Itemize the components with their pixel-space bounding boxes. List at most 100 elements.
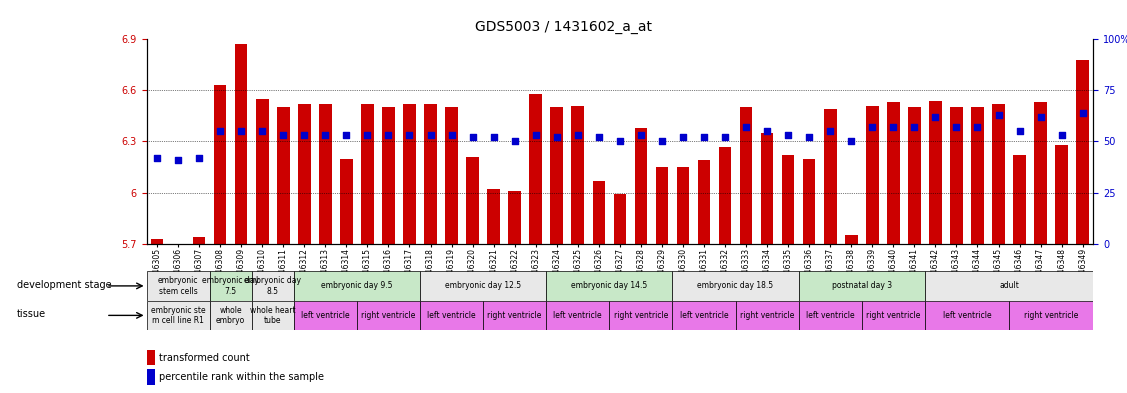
- Bar: [234, 44, 248, 244]
- Bar: [613, 194, 627, 244]
- Text: postnatal day 3: postnatal day 3: [832, 281, 891, 290]
- Point: [674, 134, 692, 141]
- Point: [317, 132, 335, 138]
- Bar: [929, 101, 942, 244]
- Text: right ventricle: right ventricle: [1024, 311, 1079, 320]
- Bar: [294, 301, 357, 330]
- Point: [190, 155, 208, 161]
- Bar: [487, 189, 500, 244]
- Bar: [676, 167, 690, 244]
- Point: [548, 134, 566, 141]
- Point: [611, 138, 629, 145]
- Bar: [420, 271, 547, 301]
- Point: [632, 132, 650, 138]
- Point: [926, 114, 944, 120]
- Bar: [298, 104, 311, 244]
- Bar: [357, 301, 420, 330]
- Text: left ventricle: left ventricle: [301, 311, 349, 320]
- Point: [485, 134, 503, 141]
- Point: [990, 112, 1008, 118]
- Bar: [319, 104, 331, 244]
- Text: left ventricle: left ventricle: [553, 311, 602, 320]
- Point: [254, 128, 272, 134]
- Text: embryonic day
7.5: embryonic day 7.5: [202, 276, 259, 296]
- Bar: [147, 350, 154, 365]
- Text: right ventricle: right ventricle: [362, 311, 416, 320]
- Bar: [824, 109, 836, 244]
- Bar: [1076, 60, 1089, 244]
- Text: whole heart
tube: whole heart tube: [250, 306, 295, 325]
- Bar: [193, 237, 205, 244]
- Point: [589, 134, 607, 141]
- Point: [863, 124, 881, 130]
- Bar: [361, 104, 374, 244]
- Bar: [147, 271, 210, 301]
- Bar: [925, 301, 1009, 330]
- Point: [337, 132, 355, 138]
- Bar: [1013, 155, 1026, 244]
- Bar: [799, 301, 862, 330]
- Point: [400, 132, 418, 138]
- Point: [380, 132, 398, 138]
- Point: [421, 132, 440, 138]
- Text: percentile rank within the sample: percentile rank within the sample: [159, 372, 323, 382]
- Bar: [550, 107, 564, 244]
- Text: left ventricle: left ventricle: [942, 311, 992, 320]
- Bar: [147, 301, 210, 330]
- Point: [1053, 132, 1071, 138]
- Bar: [610, 301, 673, 330]
- Text: right ventricle: right ventricle: [488, 311, 542, 320]
- Point: [842, 138, 860, 145]
- Text: left ventricle: left ventricle: [680, 311, 728, 320]
- Text: development stage: development stage: [17, 280, 112, 290]
- Point: [211, 128, 229, 134]
- Text: embryonic day 14.5: embryonic day 14.5: [571, 281, 647, 290]
- Point: [822, 128, 840, 134]
- Text: embryonic day 12.5: embryonic day 12.5: [445, 281, 521, 290]
- Text: embryonic day 18.5: embryonic day 18.5: [698, 281, 773, 290]
- Text: whole
embryo: whole embryo: [216, 306, 246, 325]
- Point: [695, 134, 713, 141]
- Text: right ventricle: right ventricle: [867, 311, 921, 320]
- Point: [526, 132, 544, 138]
- Bar: [256, 99, 268, 244]
- Bar: [210, 301, 251, 330]
- Bar: [719, 147, 731, 244]
- Point: [948, 124, 966, 130]
- Text: transformed count: transformed count: [159, 353, 250, 363]
- Text: tissue: tissue: [17, 309, 46, 320]
- Bar: [736, 301, 799, 330]
- Bar: [382, 107, 394, 244]
- Bar: [424, 104, 437, 244]
- Point: [1031, 114, 1049, 120]
- Bar: [593, 181, 605, 244]
- Text: adult: adult: [1000, 281, 1019, 290]
- Bar: [635, 128, 647, 244]
- Bar: [530, 94, 542, 244]
- Bar: [950, 107, 962, 244]
- Text: embryonic
stem cells: embryonic stem cells: [158, 276, 198, 296]
- Bar: [887, 102, 899, 244]
- Point: [569, 132, 587, 138]
- Bar: [656, 167, 668, 244]
- Bar: [547, 271, 673, 301]
- Point: [905, 124, 923, 130]
- Bar: [210, 271, 251, 301]
- Point: [885, 124, 903, 130]
- Text: right ventricle: right ventricle: [614, 311, 668, 320]
- Point: [463, 134, 481, 141]
- Point: [1074, 110, 1092, 116]
- Point: [443, 132, 461, 138]
- Bar: [445, 107, 458, 244]
- Bar: [908, 107, 921, 244]
- Bar: [992, 104, 1005, 244]
- Text: GDS5003 / 1431602_a_at: GDS5003 / 1431602_a_at: [474, 20, 653, 34]
- Bar: [802, 158, 816, 244]
- Bar: [673, 271, 799, 301]
- Text: embryonic day
8.5: embryonic day 8.5: [245, 276, 301, 296]
- Text: left ventricle: left ventricle: [806, 311, 854, 320]
- Bar: [698, 160, 710, 244]
- Bar: [403, 104, 416, 244]
- Bar: [971, 107, 984, 244]
- Bar: [251, 271, 294, 301]
